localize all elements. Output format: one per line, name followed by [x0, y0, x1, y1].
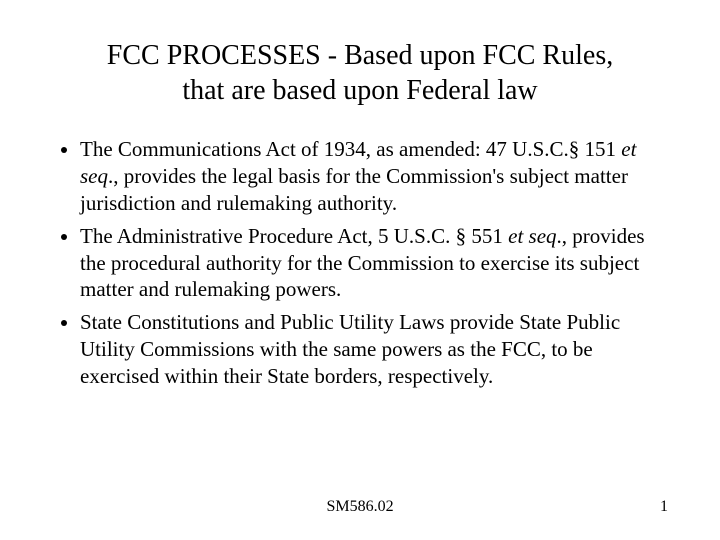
- footer-code: SM586.02: [326, 498, 393, 516]
- slide-title: FCC PROCESSES - Based upon FCC Rules, th…: [52, 38, 668, 108]
- bullet-text-pre: State Constitutions and Public Utility L…: [80, 310, 620, 388]
- list-item: State Constitutions and Public Utility L…: [80, 309, 668, 390]
- list-item: The Administrative Procedure Act, 5 U.S.…: [80, 223, 668, 304]
- list-item: The Communications Act of 1934, as amend…: [80, 136, 668, 217]
- bullet-text-pre: The Administrative Procedure Act, 5 U.S.…: [80, 224, 508, 248]
- bullet-text-pre: The Communications Act of 1934, as amend…: [80, 137, 621, 161]
- bullet-text-post: ., provides the legal basis for the Comm…: [80, 164, 628, 215]
- title-line-2: that are based upon Federal law: [182, 75, 537, 106]
- slide-footer: SM586.02 1: [52, 498, 668, 516]
- title-line-1: FCC PROCESSES - Based upon FCC Rules,: [107, 40, 613, 71]
- bullet-text-italic: et seq: [508, 224, 556, 248]
- page-number: 1: [660, 498, 668, 516]
- bullet-list: The Communications Act of 1934, as amend…: [52, 136, 668, 390]
